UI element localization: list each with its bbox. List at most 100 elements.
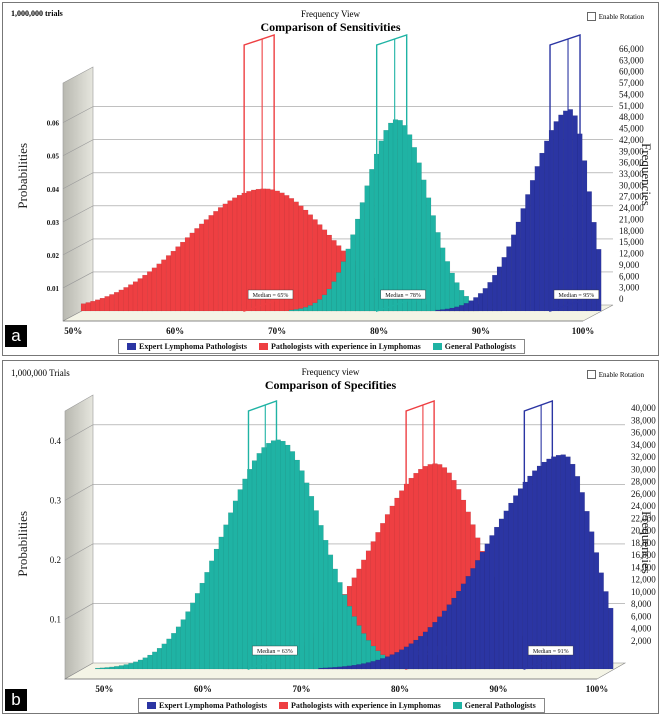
histogram-bar <box>355 218 361 312</box>
gridline-wall <box>62 205 94 223</box>
histogram-bar <box>384 656 391 670</box>
histogram-bar <box>399 490 405 670</box>
histogram-bar <box>370 661 376 670</box>
histogram-bar <box>123 287 129 312</box>
histogram-bar <box>337 582 343 670</box>
histogram-bar <box>147 271 153 312</box>
gridline-wall <box>62 106 94 123</box>
histogram-bar <box>161 643 167 670</box>
y-tick-label-left: 0.05 <box>47 153 60 161</box>
chart-title: Comparison of Specifities <box>264 378 397 392</box>
median-label-box <box>528 645 574 656</box>
y-tick-label-right: 24,000 <box>619 203 644 213</box>
histogram-bar <box>378 140 384 312</box>
histogram-bar <box>175 626 182 670</box>
median-label-box <box>252 645 298 656</box>
median-marker <box>375 34 408 312</box>
histogram-bar <box>418 635 424 670</box>
y-tick-label-right: 16,000 <box>631 550 656 560</box>
histogram-bar <box>209 560 215 670</box>
histogram-bar <box>199 223 205 312</box>
y-tick-label-right: 24,000 <box>631 501 656 511</box>
histogram-bar <box>289 451 296 670</box>
x-tick-label: 90% <box>489 684 507 694</box>
histogram-bar <box>544 140 550 312</box>
histogram-bar <box>288 309 295 312</box>
histogram-bar <box>99 667 106 670</box>
gridline-wall <box>62 238 94 256</box>
histogram-bar <box>161 259 167 312</box>
y-tick-label-right: 54,000 <box>619 89 644 99</box>
y-tick-label-left: 0.4 <box>50 436 62 446</box>
histogram-bar <box>437 616 443 670</box>
histogram-bar <box>332 667 338 670</box>
enable-rotation-toggle[interactable]: Enable Rotation <box>586 12 644 21</box>
y-tick-label-right: 12,000 <box>619 249 644 259</box>
rotation-checkbox[interactable] <box>586 12 596 21</box>
median-label: Median = 78% <box>385 293 421 299</box>
histogram-bar <box>232 500 239 670</box>
histogram-bar <box>213 548 220 670</box>
histogram-bar <box>494 526 500 670</box>
y-tick-label-left: 0.3 <box>50 495 62 505</box>
x-tick-label: 80% <box>370 326 388 336</box>
median-label: Median = 95% <box>559 293 595 299</box>
sensitivity-chart-panel: 0.01 0.02 0.03 0.04 0.05 0.06 0 3,000 6,000 9,000… <box>2 2 659 356</box>
view-mode-label: Frequency View <box>300 9 361 19</box>
histogram-bar <box>522 481 528 670</box>
histogram-bar <box>185 611 191 670</box>
x-tick-label: 100% <box>586 684 609 694</box>
histogram-bar <box>151 267 157 312</box>
histogram-bar <box>446 604 452 670</box>
y-tick-label-right: 10,000 <box>631 587 656 597</box>
histogram-bar <box>137 278 143 312</box>
y-tick-label-right: 27,000 <box>619 192 644 202</box>
histogram-bar <box>525 194 531 312</box>
histogram-bar <box>312 302 318 312</box>
histogram-bar <box>312 219 318 312</box>
histogram-bar <box>598 572 604 670</box>
legend-swatch-experienced <box>259 343 269 350</box>
y-tick-label-right: 6,000 <box>619 271 640 281</box>
histogram-bar <box>337 666 343 670</box>
histogram-bar <box>351 665 357 670</box>
histogram-bar <box>345 248 351 312</box>
histogram-bar <box>204 572 210 670</box>
enable-rotation-toggle[interactable]: Enable Rotation <box>586 370 644 379</box>
y-axis-right-label: Frequencies <box>639 511 654 574</box>
rotation-checkbox[interactable] <box>586 370 596 379</box>
histogram-bar <box>340 261 347 312</box>
histogram-bar <box>237 489 243 670</box>
legend-item-expert: Expert Lymphoma Pathologists <box>147 701 267 710</box>
y-tick-label-right: 26,000 <box>631 489 656 499</box>
histogram-bar <box>170 250 176 312</box>
histogram-bar <box>492 274 498 312</box>
histogram-bar <box>318 667 324 670</box>
x-tick-label: 70% <box>292 684 310 694</box>
gridline-wall <box>62 172 94 190</box>
gridline-wall <box>62 139 94 156</box>
histogram-bar <box>152 651 158 670</box>
histogram-bar <box>517 488 524 670</box>
histogram-bar <box>567 109 573 312</box>
y-tick-label-right: 39,000 <box>619 146 644 156</box>
histogram-bar <box>133 661 139 670</box>
histogram-bar <box>555 455 562 670</box>
histogram-bar <box>332 568 338 670</box>
histogram-bar <box>430 215 436 312</box>
histogram-bar <box>487 282 493 312</box>
y-tick-label-right: 14,000 <box>631 562 656 572</box>
histogram-bar <box>388 122 394 312</box>
histogram-bar <box>113 292 120 312</box>
y-tick-label-right: 33,000 <box>619 169 644 179</box>
histogram-bar <box>165 255 172 312</box>
histogram-bar <box>407 134 413 312</box>
histogram-bar <box>468 300 474 312</box>
y-tick-label-left: 0.2 <box>50 555 61 565</box>
panel-letter-a: a <box>5 325 27 347</box>
median-label: Median = 91% <box>533 649 569 655</box>
histogram-bar <box>80 303 87 312</box>
histogram-bar <box>463 303 469 312</box>
histogram-bar <box>194 228 200 312</box>
y-tick-label-right: 63,000 <box>619 55 644 65</box>
